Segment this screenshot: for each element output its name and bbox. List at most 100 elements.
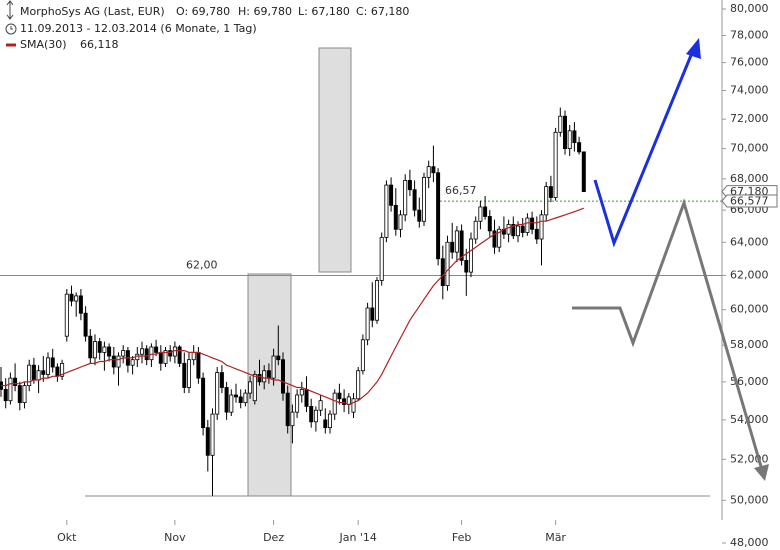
candle-body	[191, 352, 196, 361]
candle-body	[144, 348, 149, 361]
arrow-head	[686, 38, 701, 59]
price-tag	[721, 194, 778, 208]
candle-body	[8, 377, 13, 402]
y-tick-label: 74,000	[730, 83, 769, 96]
candle-body	[121, 350, 126, 357]
candle-body	[111, 355, 116, 368]
candle-body	[323, 419, 328, 429]
y-tick-label: 58,000	[730, 338, 769, 351]
candle-body	[276, 355, 281, 361]
candle-body	[74, 295, 79, 302]
candle-body	[285, 392, 290, 427]
candle-body	[139, 348, 144, 355]
candle-body	[478, 206, 483, 222]
candle-body	[342, 398, 347, 405]
candle-body	[384, 184, 389, 238]
candle-body	[130, 359, 135, 366]
candle-body	[107, 346, 112, 357]
candle-body	[558, 115, 563, 133]
candle-body	[544, 186, 549, 216]
level-label: 66,57	[445, 184, 477, 197]
candle-body	[450, 241, 455, 253]
candle-body	[346, 396, 351, 405]
candle-body	[295, 394, 300, 413]
candle-body	[473, 220, 478, 240]
candle-body	[356, 370, 361, 400]
candle-body	[407, 180, 412, 191]
candle-body	[158, 352, 163, 364]
candle-body	[581, 151, 586, 192]
candle-body	[280, 359, 285, 394]
projection-arrows	[572, 38, 769, 481]
candle-body	[464, 259, 469, 273]
x-tick-label: Feb	[452, 531, 471, 544]
candle-body	[3, 388, 8, 402]
candle-body	[31, 364, 36, 381]
candle-body	[93, 341, 98, 359]
candle-body	[520, 225, 525, 233]
candle-body	[548, 186, 553, 198]
y-tick-label: 50,000	[730, 493, 769, 506]
candle-body	[577, 142, 582, 153]
candle-body	[483, 206, 488, 217]
candle-body	[243, 392, 248, 403]
header: MorphoSys AG (Last, EUR) O: 69,780 H: 69…	[5, 0, 409, 51]
candle-body	[50, 357, 55, 368]
candle-body	[224, 387, 229, 413]
chart-title: MorphoSys AG (Last, EUR)	[20, 5, 165, 18]
candle-body	[27, 364, 32, 386]
candle-body	[60, 362, 65, 377]
stat: C: 67,180	[356, 5, 409, 18]
candle-body	[360, 339, 365, 372]
candle-body	[257, 374, 262, 383]
candle-body	[516, 225, 521, 237]
candle-body	[17, 385, 22, 403]
subtitle: 11.09.2013 - 12.03.2014 (6 Monate, 1 Tag…	[20, 22, 257, 35]
highlight-zone	[318, 47, 352, 273]
gray-arrow	[572, 198, 764, 471]
legend-label: SMA(30)	[20, 38, 67, 51]
candle-body	[530, 217, 535, 230]
x-tick-label: Dez	[263, 531, 284, 544]
blue-arrow	[593, 47, 696, 248]
candle-body	[506, 224, 511, 235]
candle-body	[370, 307, 375, 321]
level-label: 62,00	[186, 258, 218, 271]
candle-body	[201, 377, 206, 429]
candle-body	[41, 370, 46, 375]
candle-body	[262, 370, 267, 383]
candle-body	[97, 341, 102, 353]
y-tick-label: 64,000	[730, 235, 769, 248]
candle-body	[88, 335, 93, 359]
candle-body	[186, 359, 191, 388]
candle-body	[102, 346, 107, 353]
y-tick-label: 62,000	[730, 268, 769, 281]
y-tick-label: 52,000	[730, 452, 769, 465]
candle-body	[252, 374, 257, 402]
candle-body	[83, 312, 88, 337]
candle-body	[290, 411, 295, 427]
y-tick-label: 76,000	[730, 56, 769, 69]
candle-body	[69, 293, 74, 302]
x-tick-label: Jan '14	[338, 531, 376, 544]
y-tick-label: 54,000	[730, 413, 769, 426]
icon	[10, 26, 13, 30]
y-tick-label: 78,000	[730, 28, 769, 41]
candle-body	[539, 214, 544, 240]
candle-body	[13, 377, 18, 386]
candle-body	[271, 355, 276, 379]
candle-body	[22, 385, 27, 403]
candle-body	[64, 293, 69, 337]
candle-body	[248, 381, 253, 394]
candle-body	[436, 172, 441, 260]
candle-body	[318, 400, 323, 411]
candle-body	[417, 209, 422, 222]
stat: L: 67,180	[298, 5, 350, 18]
candle-body	[46, 357, 51, 375]
candle-body	[304, 388, 309, 407]
x-tick-label: Mär	[545, 531, 566, 544]
candle-body	[534, 228, 539, 240]
candle-body	[374, 280, 379, 321]
candle-body	[389, 184, 394, 206]
